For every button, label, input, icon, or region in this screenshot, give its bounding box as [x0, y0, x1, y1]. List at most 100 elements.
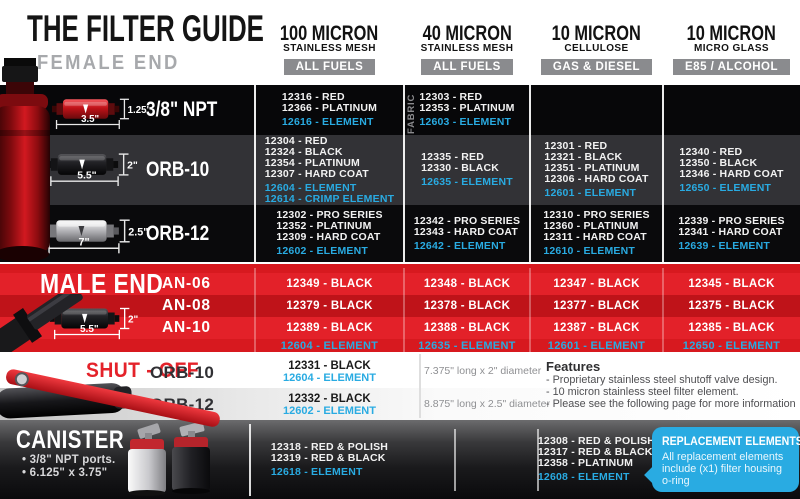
row-npt: 3/8" NPT 12316 - RED 12366 - PLATINUM 12… [0, 85, 800, 135]
parts-cell: 12339 - PRO SERIES 12341 - HARD COAT 126… [678, 214, 785, 252]
parts-cell: 12335 - RED 12330 - BLACK 12635 - ELEMEN… [421, 152, 513, 188]
features-list: - Proprietary stainless steel shutoff va… [546, 374, 796, 410]
parts-cell: 12340 - RED 12350 - BLACK 12346 - HARD C… [679, 145, 784, 194]
parts-list: 12339 - PRO SERIES 12341 - HARD COAT [678, 214, 785, 238]
parts-cell: 12331 - BLACK 12604 - ELEMENT [283, 360, 376, 384]
male-row-an10: 12389 - BLACK 12388 - BLACK 12387 - BLAC… [0, 317, 800, 339]
element-number: 12601 - ELEMENT [547, 340, 646, 352]
an-size-label-06: AN-06 [162, 275, 211, 292]
column-divider [419, 354, 421, 418]
parts-list: 12308 - RED & POLISH 12317 - RED & BLACK… [537, 435, 656, 469]
column-header-100-micron: 100 MICRON STAINLESS MESH ALL FUELS [255, 22, 404, 75]
elements-list: 12603 - ELEMENT [419, 116, 512, 128]
male-row-an08: 12379 - BLACK 12378 - BLACK 12377 - BLAC… [0, 295, 800, 317]
row-label-orb10: ORB-10 [146, 158, 210, 181]
parts-cell: 12304 - RED 12324 - BLACK 12354 - PLATIN… [264, 135, 395, 205]
parts-cell: 12301 - RED 12321 - BLACK 12351 - PLATIN… [544, 141, 648, 199]
row-orb12: ORB-12 12302 - PRO SERIES 12352 - PLATIN… [0, 205, 800, 262]
parts-cell: 12318 - RED & POLISH 12319 - RED & BLACK… [270, 440, 389, 478]
elements-list: 12616 - ELEMENT [281, 116, 374, 128]
length-dim-label: 3.5" [81, 114, 99, 125]
parts-cell: 12316 - RED 12366 - PLATINUM 12616 - ELE… [282, 92, 377, 128]
shutoff-section: SHUT - OFF ORB-10 ORB-12 12331 - BLACK 1… [0, 352, 800, 420]
row-label-npt: 3/8" NPT [146, 98, 218, 121]
brand-mark [79, 159, 85, 170]
an-size-label-10: AN-10 [162, 319, 211, 336]
canister-title: CANISTER [16, 426, 125, 454]
column-divider [254, 268, 256, 352]
part-number: 12345 - BLACK [688, 278, 775, 290]
fuel-badge: E85 / ALCOHOL [673, 59, 790, 75]
part-number: 12387 - BLACK [553, 322, 640, 334]
dimension-note: 7.375" long x 2" diameter [424, 365, 542, 377]
height-dim-label: 1.25" [128, 105, 149, 116]
orb10-filter-photo: 2" 5.5" [46, 153, 138, 186]
row-label-orb12: ORB-12 [146, 221, 210, 245]
column-media: MICRO GLASS [694, 43, 769, 54]
height-dim-label: 2.5" [128, 226, 148, 238]
replacement-callout-title: REPLACEMENT ELEMENTS [662, 434, 800, 448]
an-size-label-08: AN-08 [162, 297, 211, 314]
parts-list: 12318 - RED & POLISH 12319 - RED & BLACK [270, 440, 389, 464]
male-element-row: 12604 - ELEMENT 12635 - ELEMENT 12601 - … [0, 339, 800, 353]
column-header-10-micron-microglass: 10 MICRON MICRO GLASS E85 / ALCOHOL [663, 23, 800, 75]
elements-list: 12635 - ELEMENT [421, 176, 513, 188]
npt-filter-photo: 1.25" 3.5" [52, 98, 149, 130]
replacement-callout-body: All replacement elements include (x1) fi… [662, 451, 784, 487]
parts-cell: 12332 - BLACK 12602 - ELEMENT [283, 393, 376, 417]
shutoff-valve-photo [0, 369, 220, 427]
height-dim-label: 2" [128, 315, 139, 326]
shutoff-row-label: ORB-10 [150, 363, 215, 382]
elements-list: 12618 - ELEMENT [270, 465, 363, 478]
fuel-filter-bottle-photo [0, 58, 50, 262]
part-number: 12331 - BLACK [288, 360, 371, 372]
part-number: 12388 - BLACK [423, 322, 511, 334]
length-dim-label: 5.5" [77, 170, 96, 181]
element-number: 12602 - ELEMENT [283, 405, 376, 417]
replacement-elements-callout: REPLACEMENT ELEMENTS All replacement ele… [652, 427, 800, 492]
fabric-note: FABRIC [406, 93, 417, 134]
dimension-note: 8.875" long x 2.5" diameter [424, 398, 550, 410]
column-micron: 40 MICRON [422, 22, 512, 45]
element-number: 12604 - ELEMENT [283, 372, 376, 384]
elements-list: 12604 - ELEMENT 12614 - CRIMP ELEMENT [264, 181, 395, 205]
parts-list: 12303 - RED 12353 - PLATINUM [419, 91, 515, 114]
male-row-an06: 12349 - BLACK 12348 - BLACK 12347 - BLAC… [0, 273, 800, 295]
part-number: 12389 - BLACK [286, 322, 373, 334]
male-filter-photo: 2" 5.5" [50, 307, 139, 340]
elements-list: 12602 - ELEMENT [276, 245, 369, 257]
brand-mark [78, 225, 85, 237]
element-number: 12604 - ELEMENT [280, 340, 379, 352]
length-dim-label: 7" [79, 236, 90, 248]
parts-cell: 12310 - PRO SERIES 12360 - PLATINUM 1231… [543, 210, 649, 257]
part-number: 12378 - BLACK [423, 300, 511, 312]
parts-cell: 12303 - RED 12353 - PLATINUM 12603 - ELE… [419, 92, 514, 128]
part-number: 12348 - BLACK [423, 278, 511, 290]
column-media: CELLULOSE [564, 43, 629, 54]
fuel-badge: ALL FUELS [283, 59, 376, 75]
column-header-10-micron-cellulose: 10 MICRON CELLULOSE GAS & DIESEL [530, 22, 663, 75]
shutoff-title: SHUT - OFF [86, 359, 200, 382]
column-micron: 10 MICRON [551, 22, 642, 45]
page-title: THE FILTER GUIDE [27, 8, 264, 49]
parts-cell: 12342 - PRO SERIES 12343 - HARD COAT 126… [414, 215, 520, 252]
column-divider [254, 85, 256, 262]
column-divider [662, 85, 664, 262]
parts-list: 12316 - RED 12366 - PLATINUM [281, 91, 378, 114]
part-number: 12349 - BLACK [286, 278, 373, 290]
part-number: 12332 - BLACK [288, 393, 371, 405]
elements-list: 12639 - ELEMENT [678, 239, 771, 252]
column-divider [537, 429, 539, 491]
column-divider [249, 424, 251, 496]
elements-list: 12650 - ELEMENT [679, 181, 772, 194]
column-divider [403, 268, 405, 352]
parts-list: 12340 - RED 12350 - BLACK 12346 - HARD C… [679, 145, 784, 180]
part-number: 12375 - BLACK [688, 300, 775, 312]
column-divider [529, 268, 531, 352]
brand-mark [82, 313, 88, 324]
male-end-section: 12349 - BLACK 12348 - BLACK 12347 - BLAC… [0, 262, 800, 352]
features-title: Features [546, 359, 601, 374]
elements-list: 12601 - ELEMENT [544, 187, 637, 199]
column-micron: 100 MICRON [280, 22, 379, 45]
